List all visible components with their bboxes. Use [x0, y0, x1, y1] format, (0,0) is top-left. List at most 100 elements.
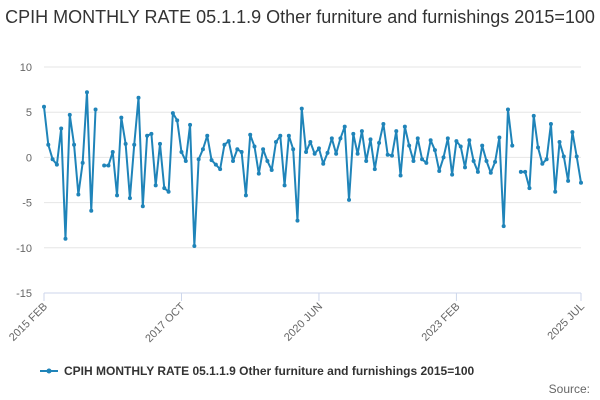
- data-point[interactable]: [407, 143, 412, 148]
- data-point[interactable]: [63, 236, 68, 241]
- data-point[interactable]: [273, 140, 278, 145]
- data-point[interactable]: [243, 193, 248, 198]
- data-point[interactable]: [127, 196, 132, 201]
- data-point[interactable]: [136, 95, 141, 100]
- data-point[interactable]: [394, 129, 399, 134]
- data-point[interactable]: [385, 152, 390, 157]
- data-point[interactable]: [213, 162, 218, 167]
- data-point[interactable]: [368, 137, 373, 142]
- data-point[interactable]: [183, 159, 188, 164]
- data-point[interactable]: [132, 142, 137, 147]
- data-point[interactable]: [196, 157, 201, 162]
- data-point[interactable]: [454, 139, 459, 144]
- data-point[interactable]: [162, 186, 167, 191]
- data-point[interactable]: [115, 193, 120, 198]
- data-point[interactable]: [119, 115, 124, 120]
- data-point[interactable]: [548, 121, 553, 126]
- data-point[interactable]: [531, 113, 536, 118]
- data-point[interactable]: [402, 124, 407, 129]
- data-point[interactable]: [334, 151, 339, 156]
- data-point[interactable]: [46, 142, 51, 147]
- data-point[interactable]: [493, 159, 498, 164]
- data-point[interactable]: [437, 168, 442, 173]
- data-point[interactable]: [338, 136, 343, 141]
- data-point[interactable]: [157, 141, 162, 146]
- data-point[interactable]: [106, 163, 111, 168]
- data-point[interactable]: [518, 169, 523, 174]
- data-point[interactable]: [72, 142, 77, 147]
- data-point[interactable]: [364, 159, 369, 164]
- credits[interactable]: Source:: [548, 382, 590, 396]
- data-point[interactable]: [84, 90, 89, 95]
- data-point[interactable]: [218, 167, 223, 172]
- data-point[interactable]: [527, 186, 532, 191]
- data-point[interactable]: [179, 149, 184, 154]
- data-point[interactable]: [510, 143, 515, 148]
- data-point[interactable]: [381, 121, 386, 126]
- data-point[interactable]: [295, 218, 300, 223]
- data-point[interactable]: [505, 107, 510, 112]
- data-point[interactable]: [475, 169, 480, 174]
- data-point[interactable]: [140, 204, 145, 209]
- data-point[interactable]: [76, 192, 81, 197]
- data-point[interactable]: [239, 149, 244, 154]
- data-point[interactable]: [308, 140, 313, 145]
- data-point[interactable]: [420, 157, 425, 162]
- data-point[interactable]: [377, 140, 382, 145]
- data-point[interactable]: [110, 149, 115, 154]
- data-point[interactable]: [205, 133, 210, 138]
- data-point[interactable]: [523, 169, 528, 174]
- data-point[interactable]: [501, 224, 506, 229]
- data-point[interactable]: [471, 159, 476, 164]
- data-point[interactable]: [480, 143, 485, 148]
- data-point[interactable]: [536, 145, 541, 150]
- data-point[interactable]: [497, 135, 502, 140]
- data-point[interactable]: [93, 107, 98, 112]
- data-point[interactable]: [54, 162, 59, 167]
- legend[interactable]: CPIH MONTHLY RATE 05.1.1.9 Other furnitu…: [40, 364, 580, 378]
- data-point[interactable]: [231, 159, 236, 164]
- data-point[interactable]: [398, 173, 403, 178]
- data-point[interactable]: [553, 189, 558, 194]
- data-point[interactable]: [299, 106, 304, 111]
- data-point[interactable]: [411, 159, 416, 164]
- data-point[interactable]: [59, 126, 64, 131]
- data-point[interactable]: [248, 132, 253, 137]
- data-point[interactable]: [570, 130, 575, 135]
- data-point[interactable]: [415, 136, 420, 141]
- data-point[interactable]: [145, 133, 150, 138]
- data-point[interactable]: [80, 160, 85, 165]
- data-point[interactable]: [325, 150, 330, 155]
- data-point[interactable]: [389, 153, 394, 158]
- data-point[interactable]: [347, 197, 352, 202]
- data-point[interactable]: [463, 165, 468, 170]
- data-point[interactable]: [351, 131, 356, 136]
- data-point[interactable]: [282, 183, 287, 188]
- data-point[interactable]: [488, 170, 493, 175]
- data-point[interactable]: [170, 111, 175, 116]
- data-point[interactable]: [441, 155, 446, 160]
- data-point[interactable]: [261, 147, 266, 152]
- data-point[interactable]: [372, 167, 377, 172]
- data-point[interactable]: [149, 131, 154, 136]
- data-point[interactable]: [153, 183, 158, 188]
- data-point[interactable]: [278, 133, 283, 138]
- data-point[interactable]: [192, 243, 197, 248]
- data-point[interactable]: [355, 151, 360, 156]
- data-point[interactable]: [304, 149, 309, 154]
- data-point[interactable]: [235, 147, 240, 152]
- data-point[interactable]: [424, 160, 429, 165]
- data-point[interactable]: [359, 129, 364, 134]
- data-point[interactable]: [269, 168, 274, 173]
- data-point[interactable]: [484, 159, 489, 164]
- data-point[interactable]: [265, 159, 270, 164]
- data-point[interactable]: [286, 133, 291, 138]
- data-point[interactable]: [342, 124, 347, 129]
- data-point[interactable]: [329, 136, 334, 141]
- data-point[interactable]: [321, 161, 326, 166]
- data-point[interactable]: [574, 154, 579, 159]
- data-point[interactable]: [123, 141, 128, 146]
- data-point[interactable]: [540, 161, 545, 166]
- data-point[interactable]: [312, 151, 317, 156]
- data-point[interactable]: [432, 148, 437, 153]
